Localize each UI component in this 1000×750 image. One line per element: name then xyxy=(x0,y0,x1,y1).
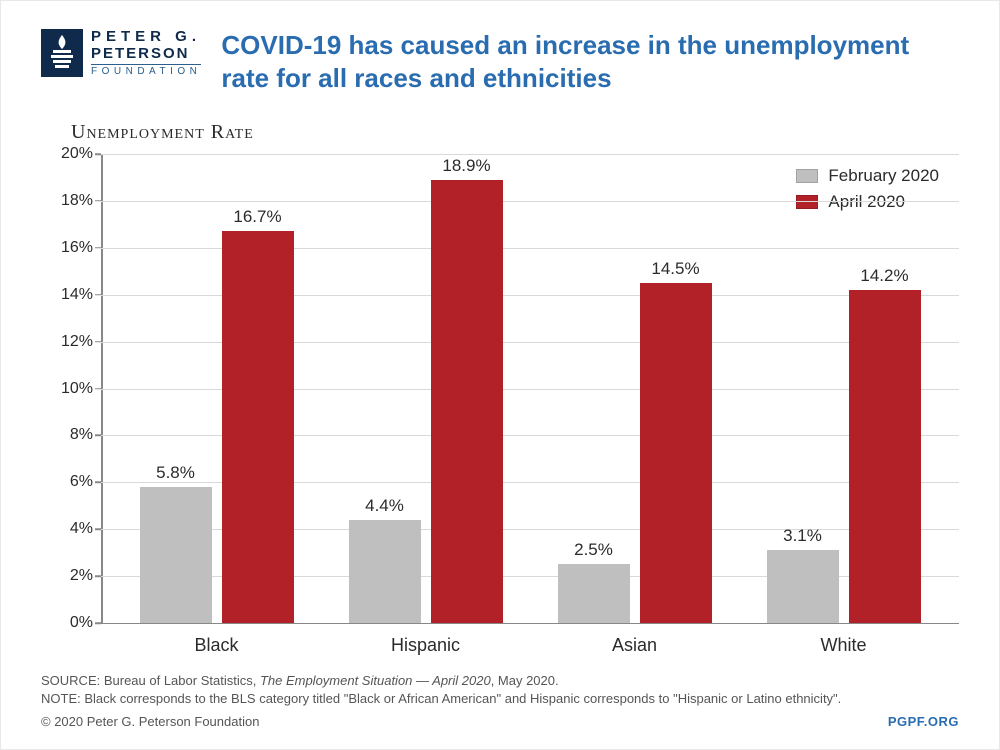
chart-card: PETER G. PETERSON FOUNDATION COVID-19 ha… xyxy=(0,0,1000,750)
gridline xyxy=(101,154,959,155)
legend-label: April 2020 xyxy=(828,192,905,212)
source-italic: The Employment Situation — April 2020 xyxy=(260,673,491,688)
torch-icon xyxy=(41,29,83,77)
chart-subtitle: Unemployment Rate xyxy=(71,121,959,144)
header: PETER G. PETERSON FOUNDATION COVID-19 ha… xyxy=(1,1,999,104)
logo: PETER G. PETERSON FOUNDATION xyxy=(41,29,201,77)
y-tick-mark xyxy=(95,200,101,202)
bar: 2.5% xyxy=(558,564,630,623)
chart-area: Unemployment Rate February 2020 April 20… xyxy=(41,121,959,654)
bar-value-label: 5.8% xyxy=(140,463,212,483)
bar: 14.2% xyxy=(849,290,921,623)
bar-value-label: 4.4% xyxy=(349,496,421,516)
legend-item: April 2020 xyxy=(796,192,939,212)
bar-value-label: 2.5% xyxy=(558,540,630,560)
y-tick-label: 4% xyxy=(51,520,93,538)
bar-value-label: 16.7% xyxy=(222,207,294,227)
y-tick-mark xyxy=(95,528,101,530)
footer-bottom: © 2020 Peter G. Peterson Foundation PGPF… xyxy=(41,713,959,731)
legend-swatch-icon xyxy=(796,169,818,183)
y-tick-label: 2% xyxy=(51,567,93,585)
footer: SOURCE: Bureau of Labor Statistics, The … xyxy=(41,672,959,731)
y-tick-label: 12% xyxy=(51,333,93,351)
logo-text: PETER G. PETERSON FOUNDATION xyxy=(91,29,201,77)
x-category-label: Asian xyxy=(612,635,657,656)
y-tick-mark xyxy=(95,294,101,296)
copyright: © 2020 Peter G. Peterson Foundation xyxy=(41,713,259,731)
bar: 18.9% xyxy=(431,180,503,623)
bar-value-label: 14.2% xyxy=(849,266,921,286)
bar-value-label: 3.1% xyxy=(767,526,839,546)
legend-item: February 2020 xyxy=(796,166,939,186)
logo-line-1: PETER G. xyxy=(91,29,201,44)
site-link: PGPF.ORG xyxy=(888,713,959,731)
bar: 14.5% xyxy=(640,283,712,623)
bar-value-label: 14.5% xyxy=(640,259,712,279)
y-tick-label: 6% xyxy=(51,473,93,491)
y-tick-label: 18% xyxy=(51,192,93,210)
y-tick-label: 0% xyxy=(51,614,93,632)
bar: 3.1% xyxy=(767,550,839,623)
x-category-label: White xyxy=(820,635,866,656)
y-tick-mark xyxy=(95,435,101,437)
y-tick-label: 10% xyxy=(51,380,93,398)
source-prefix: SOURCE: Bureau of Labor Statistics, xyxy=(41,673,260,688)
y-tick-mark xyxy=(95,622,101,624)
y-tick-mark xyxy=(95,575,101,577)
y-tick-mark xyxy=(95,341,101,343)
plot-region: February 2020 April 2020 0%2%4%6%8%10%12… xyxy=(101,154,959,624)
y-tick-mark xyxy=(95,482,101,484)
logo-line-2: PETERSON xyxy=(91,46,201,61)
y-tick-label: 16% xyxy=(51,239,93,257)
y-tick-mark xyxy=(95,388,101,390)
legend-swatch-icon xyxy=(796,195,818,209)
page-title: COVID-19 has caused an increase in the u… xyxy=(221,29,921,94)
bar: 5.8% xyxy=(140,487,212,623)
y-tick-label: 14% xyxy=(51,286,93,304)
y-tick-mark xyxy=(95,153,101,155)
x-category-label: Hispanic xyxy=(391,635,460,656)
legend: February 2020 April 2020 xyxy=(796,166,939,212)
bar-value-label: 18.9% xyxy=(431,156,503,176)
bar: 16.7% xyxy=(222,231,294,623)
y-tick-label: 8% xyxy=(51,426,93,444)
source-suffix: , May 2020. xyxy=(491,673,559,688)
gridline xyxy=(101,201,959,202)
bar: 4.4% xyxy=(349,520,421,623)
legend-label: February 2020 xyxy=(828,166,939,186)
y-tick-mark xyxy=(95,247,101,249)
source-line: SOURCE: Bureau of Labor Statistics, The … xyxy=(41,672,959,690)
note-line: NOTE: Black corresponds to the BLS categ… xyxy=(41,690,959,708)
x-category-label: Black xyxy=(194,635,238,656)
logo-line-3: FOUNDATION xyxy=(91,64,201,77)
y-tick-label: 20% xyxy=(51,145,93,163)
